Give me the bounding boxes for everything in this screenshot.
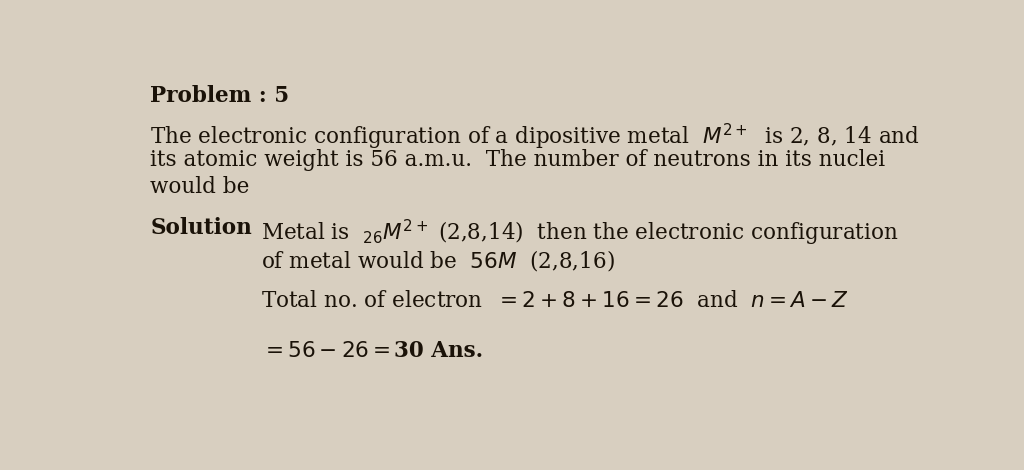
Text: Problem : 5: Problem : 5 [151,86,290,107]
Text: its atomic weight is 56 a.m.u.  The number of neutrons in its nuclei: its atomic weight is 56 a.m.u. The numbe… [151,149,886,171]
Text: Total no. of electron  $= 2 + 8 + 16 = 26$  and  $n = A - Z$: Total no. of electron $= 2 + 8 + 16 = 26… [261,290,849,312]
Text: Metal is  ${}_{26}M^{2+}$ (2,8,14)  then the electronic configuration: Metal is ${}_{26}M^{2+}$ (2,8,14) then t… [261,218,899,248]
Text: would be: would be [151,176,250,198]
Text: 30 Ans.: 30 Ans. [394,340,483,362]
Text: of metal would be  $56M$  (2,8,16): of metal would be $56M$ (2,8,16) [261,248,615,273]
Text: The electronic configuration of a dipositive metal  $M^{2+}$  is 2, 8, 14 and: The electronic configuration of a diposi… [151,122,921,152]
Text: $= 56 - 26 = $: $= 56 - 26 = $ [261,340,397,362]
Text: Solution: Solution [151,218,252,239]
